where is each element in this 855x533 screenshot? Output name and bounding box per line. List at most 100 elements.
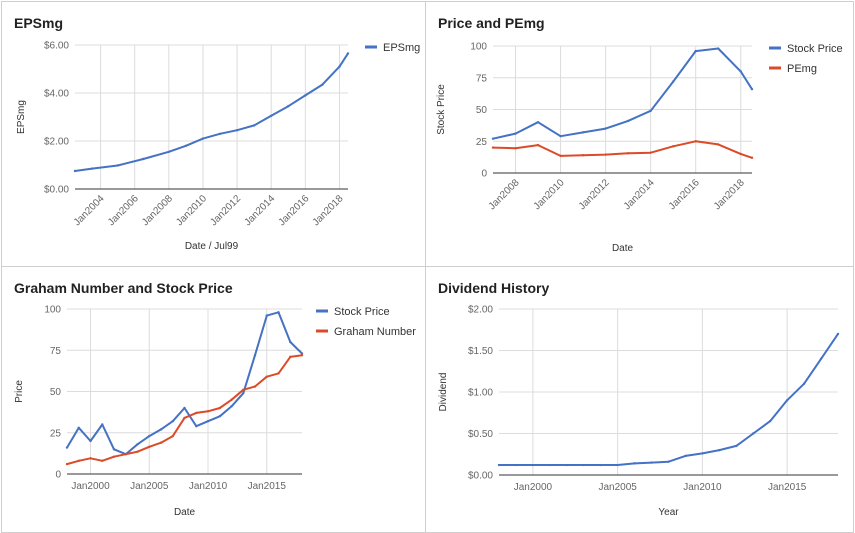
x-axis-title: Date / Jul99 <box>185 241 239 252</box>
data-point <box>101 423 104 426</box>
y-tick-label: 50 <box>476 105 488 116</box>
data-point <box>836 332 840 336</box>
data-point <box>667 460 670 463</box>
data-point <box>77 459 80 462</box>
x-tick-label: Jan2010 <box>189 481 228 492</box>
chart-panel-epsmg: EPSmg $0.00 $2.00 $4.00 $6.00 Jan2004 Jan2006 J… <box>1 1 426 267</box>
data-point <box>252 124 256 127</box>
chart-panel-price-pemg: Price and PEmg 0 25 50 75 100 Jan2008 Jan2010 Ja… <box>425 1 854 267</box>
x-axis-title: Date <box>174 507 196 518</box>
data-point <box>616 463 619 467</box>
data-point <box>183 416 186 420</box>
series-line <box>492 140 753 159</box>
data-point <box>649 109 652 112</box>
data-point <box>89 457 92 460</box>
data-point <box>183 406 186 410</box>
data-point <box>536 121 540 124</box>
data-point <box>206 420 210 423</box>
x-tick-label: Jan2010 <box>683 482 722 493</box>
data-point <box>531 463 535 467</box>
data-point <box>626 152 630 155</box>
data-point <box>514 132 517 135</box>
y-axis-title: Stock Price <box>436 84 447 135</box>
data-point <box>265 375 268 378</box>
y-tick-label: 25 <box>476 137 488 148</box>
x-tick-label: Jan2005 <box>130 481 169 492</box>
data-point <box>265 314 268 317</box>
data-point <box>289 355 292 359</box>
y-tick-label: $1.00 <box>468 388 493 399</box>
data-point <box>253 354 257 357</box>
data-point <box>89 439 92 443</box>
x-tick-label: Jan2006 <box>106 193 141 228</box>
data-point <box>218 415 221 418</box>
data-point <box>769 419 772 423</box>
data-point <box>514 463 518 467</box>
data-point <box>116 164 119 167</box>
data-point <box>304 94 307 97</box>
data-point <box>195 411 198 415</box>
data-point <box>338 65 341 68</box>
data-point <box>300 352 304 355</box>
y-tick-label: $1.50 <box>468 346 493 357</box>
data-point <box>491 137 495 140</box>
data-point <box>694 140 697 143</box>
data-point <box>750 156 754 159</box>
x-tick-label: Jan2012 <box>577 177 612 212</box>
data-point <box>90 167 94 170</box>
data-point <box>717 47 720 50</box>
data-point <box>73 169 77 173</box>
chart-price-pemg: Price and PEmg 0 25 50 75 100 Jan2008 Jan2010 Ja… <box>436 15 843 254</box>
data-point <box>277 372 280 375</box>
series-line <box>74 52 349 172</box>
data-point <box>195 424 198 428</box>
x-tick-label: Jan2000 <box>71 481 110 492</box>
data-point <box>112 455 116 458</box>
data-point <box>321 83 324 86</box>
x-tick-label: Jan2008 <box>487 177 522 212</box>
data-point <box>218 406 221 410</box>
chart-dividend-history: Dividend History $0.00 $0.50 $1.00 $1.50 $2.0… <box>438 280 840 518</box>
x-tick-label: Jan2004 <box>72 193 107 228</box>
data-point <box>491 146 495 149</box>
chart-panel-dividend-history: Dividend History $0.00 $0.50 $1.00 $1.50 $2.0… <box>425 266 854 533</box>
legend-label: Stock Price <box>787 43 843 55</box>
x-tick-label: Jan2018 <box>311 193 346 228</box>
data-point <box>277 311 280 314</box>
data-point <box>101 459 104 462</box>
data-point <box>136 443 139 446</box>
data-point <box>218 132 222 135</box>
data-point <box>159 428 163 431</box>
data-point <box>802 382 806 385</box>
data-point <box>289 340 292 344</box>
x-tick-label: Jan2015 <box>248 481 287 492</box>
data-point <box>287 105 290 108</box>
data-point <box>230 405 233 408</box>
data-point <box>201 137 205 140</box>
data-point <box>701 452 704 455</box>
data-point <box>717 143 720 146</box>
x-tick-label: Jan2008 <box>140 193 175 228</box>
data-point <box>184 144 188 147</box>
data-point <box>65 462 69 466</box>
y-tick-label: 100 <box>470 42 487 53</box>
data-point <box>650 461 653 464</box>
chart-panel-graham-number: Graham Number and Stock Price 0 25 50 75 100 J… <box>1 266 426 533</box>
data-point <box>136 450 139 453</box>
data-point <box>581 131 585 134</box>
data-point <box>604 153 607 156</box>
data-point <box>167 150 171 153</box>
data-point <box>159 441 163 444</box>
chart-graham-number: Graham Number and Stock Price 0 25 50 75 100 J… <box>14 280 416 518</box>
data-point <box>671 80 675 83</box>
x-axis-title: Date <box>612 243 634 254</box>
y-tick-label: 75 <box>476 73 488 84</box>
data-point <box>565 463 568 467</box>
data-point <box>497 463 501 467</box>
data-point <box>65 446 69 449</box>
data-point <box>124 453 127 456</box>
x-tick-label: Jan2016 <box>667 177 702 212</box>
y-axis-title: EPSmg <box>16 100 27 134</box>
data-point <box>270 114 273 118</box>
chart-title: Graham Number and Stock Price <box>14 280 233 296</box>
